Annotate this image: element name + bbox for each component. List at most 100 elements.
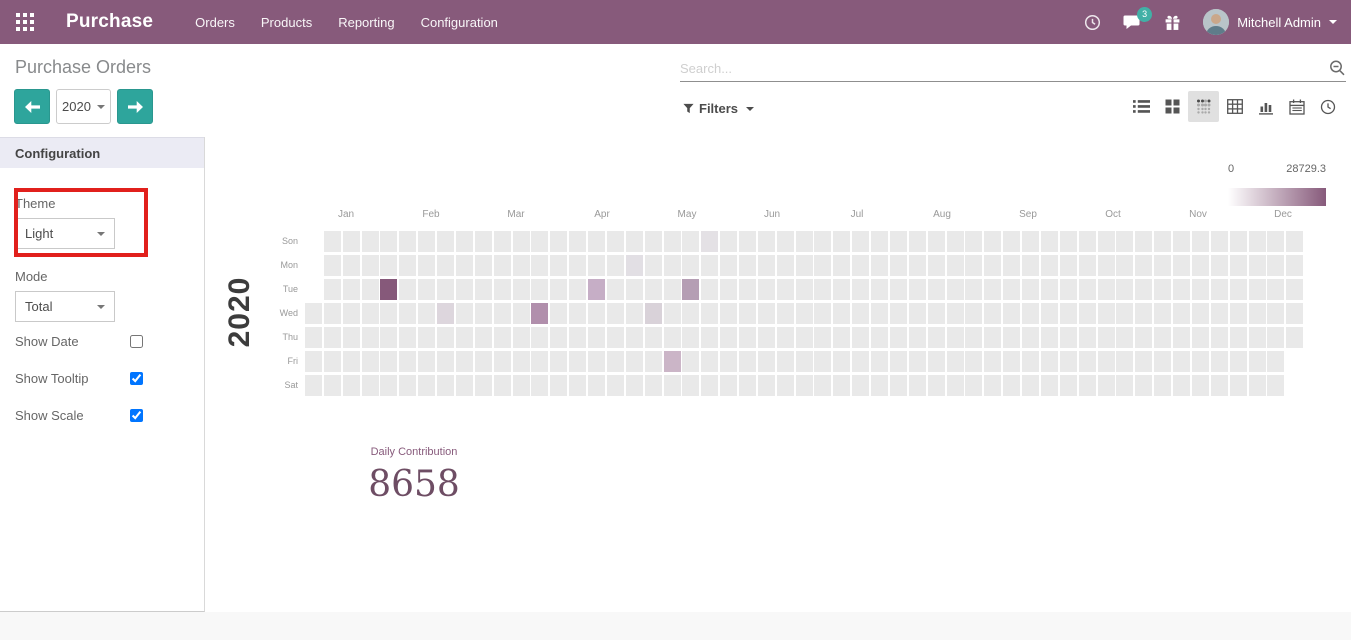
heatmap-cell[interactable] (852, 303, 869, 324)
heatmap-cell[interactable] (1249, 375, 1266, 396)
heatmap-cell[interactable] (475, 351, 492, 372)
heatmap-cell[interactable] (1211, 303, 1228, 324)
heatmap-cell[interactable] (720, 303, 737, 324)
view-switcher-pivot-icon[interactable] (1219, 91, 1250, 122)
heatmap-cell[interactable] (1041, 327, 1058, 348)
heatmap-cell[interactable] (513, 255, 530, 276)
heatmap-cell[interactable] (1003, 327, 1020, 348)
heatmap-cell[interactable] (380, 375, 397, 396)
heatmap-cell[interactable] (909, 255, 926, 276)
heatmap-cell[interactable] (456, 375, 473, 396)
heatmap-cell[interactable] (1249, 351, 1266, 372)
heatmap-cell[interactable] (1211, 231, 1228, 252)
heatmap-cell[interactable] (758, 303, 775, 324)
heatmap-cell[interactable] (701, 303, 718, 324)
heatmap-cell[interactable] (1060, 327, 1077, 348)
heatmap-cell[interactable] (324, 351, 341, 372)
heatmap-cell[interactable] (909, 303, 926, 324)
app-brand[interactable]: Purchase (66, 11, 154, 32)
heatmap-cell[interactable] (1022, 375, 1039, 396)
heatmap-cell[interactable] (682, 279, 699, 300)
heatmap-cell[interactable] (437, 303, 454, 324)
heatmap-cell[interactable] (833, 327, 850, 348)
heatmap-cell[interactable] (701, 375, 718, 396)
heatmap-cell[interactable] (1267, 375, 1284, 396)
heatmap-cell[interactable] (1173, 279, 1190, 300)
heatmap-cell[interactable] (758, 279, 775, 300)
heatmap-cell[interactable] (343, 351, 360, 372)
heatmap-cell[interactable] (664, 279, 681, 300)
heatmap-cell[interactable] (645, 303, 662, 324)
heatmap-cell[interactable] (626, 327, 643, 348)
search-icon[interactable] (1328, 59, 1346, 82)
heatmap-cell[interactable] (626, 231, 643, 252)
heatmap-cell[interactable] (1154, 351, 1171, 372)
heatmap-cell[interactable] (1003, 375, 1020, 396)
heatmap-cell[interactable] (1060, 303, 1077, 324)
heatmap-cell[interactable] (456, 255, 473, 276)
heatmap-cell[interactable] (1116, 303, 1133, 324)
heatmap-cell[interactable] (607, 327, 624, 348)
heatmap-cell[interactable] (380, 303, 397, 324)
heatmap-cell[interactable] (607, 231, 624, 252)
heatmap-cell[interactable] (871, 255, 888, 276)
nav-item-configuration[interactable]: Configuration (420, 14, 498, 30)
heatmap-cell[interactable] (814, 303, 831, 324)
heatmap-cell[interactable] (909, 279, 926, 300)
heatmap-cell[interactable] (833, 375, 850, 396)
heatmap-cell[interactable] (833, 303, 850, 324)
heatmap-cell[interactable] (890, 327, 907, 348)
heatmap-cell[interactable] (720, 231, 737, 252)
heatmap-cell[interactable] (682, 351, 699, 372)
heatmap-cell[interactable] (645, 279, 662, 300)
previous-year-button[interactable] (14, 89, 50, 124)
heatmap-cell[interactable] (1173, 375, 1190, 396)
year-select[interactable]: 2020 (56, 89, 111, 124)
heatmap-cell[interactable] (513, 351, 530, 372)
heatmap-cell[interactable] (343, 279, 360, 300)
heatmap-cell[interactable] (1286, 279, 1303, 300)
messages-icon[interactable]: 3 (1123, 6, 1153, 31)
heatmap-cell[interactable] (1267, 255, 1284, 276)
heatmap-cell[interactable] (324, 255, 341, 276)
heatmap-cell[interactable] (909, 351, 926, 372)
heatmap-cell[interactable] (928, 351, 945, 372)
heatmap-cell[interactable] (324, 303, 341, 324)
heatmap-cell[interactable] (1192, 255, 1209, 276)
heatmap-cell[interactable] (362, 231, 379, 252)
heatmap-cell[interactable] (777, 351, 794, 372)
heatmap-cell[interactable] (852, 327, 869, 348)
heatmap-cell[interactable] (664, 351, 681, 372)
heatmap-cell[interactable] (682, 231, 699, 252)
view-switcher-heatmap-icon[interactable] (1188, 91, 1219, 122)
heatmap-cell[interactable] (682, 375, 699, 396)
heatmap-cell[interactable] (909, 375, 926, 396)
heatmap-cell[interactable] (343, 327, 360, 348)
heatmap-cell[interactable] (1098, 327, 1115, 348)
show-date-checkbox[interactable] (130, 335, 143, 348)
heatmap-cell[interactable] (965, 303, 982, 324)
heatmap-cell[interactable] (343, 303, 360, 324)
heatmap-cell[interactable] (852, 279, 869, 300)
heatmap-cell[interactable] (833, 279, 850, 300)
heatmap-cell[interactable] (569, 279, 586, 300)
show-tooltip-checkbox[interactable] (130, 372, 143, 385)
heatmap-cell[interactable] (531, 327, 548, 348)
heatmap-cell[interactable] (947, 375, 964, 396)
heatmap-cell[interactable] (1173, 351, 1190, 372)
heatmap-cell[interactable] (682, 255, 699, 276)
heatmap-cell[interactable] (1173, 327, 1190, 348)
heatmap-cell[interactable] (437, 375, 454, 396)
heatmap-cell[interactable] (1079, 327, 1096, 348)
heatmap-cell[interactable] (739, 375, 756, 396)
heatmap-cell[interactable] (796, 327, 813, 348)
heatmap-cell[interactable] (909, 231, 926, 252)
nav-item-products[interactable]: Products (260, 14, 313, 30)
heatmap-cell[interactable] (1022, 303, 1039, 324)
heatmap-cell[interactable] (1041, 351, 1058, 372)
heatmap-cell[interactable] (380, 351, 397, 372)
activities-clock-icon[interactable] (1084, 14, 1101, 31)
heatmap-cell[interactable] (1173, 303, 1190, 324)
heatmap-cell[interactable] (1154, 231, 1171, 252)
heatmap-cell[interactable] (928, 303, 945, 324)
